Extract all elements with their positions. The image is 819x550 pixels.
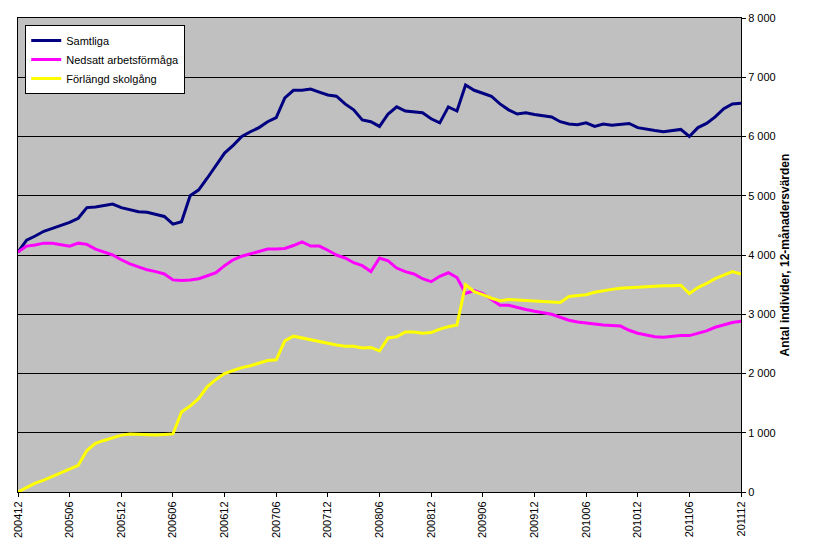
svg-text:200506: 200506 [63,501,75,538]
svg-text:2 000: 2 000 [748,367,776,379]
svg-text:200412: 200412 [12,501,24,538]
svg-text:Antal individer, 12-månadersvä: Antal individer, 12-månadersvärden [778,154,792,357]
svg-text:200912: 200912 [528,501,540,538]
svg-text:200706: 200706 [270,501,282,538]
svg-text:Förlängd skolgång: Förlängd skolgång [66,73,157,85]
svg-text:200906: 200906 [476,501,488,538]
svg-text:Samtliga: Samtliga [66,35,110,47]
svg-text:201112: 201112 [735,501,747,536]
svg-text:200612: 200612 [218,501,230,538]
svg-text:200512: 200512 [115,501,127,538]
svg-text:5 000: 5 000 [748,190,776,202]
svg-text:8 000: 8 000 [748,12,776,24]
svg-text:3 000: 3 000 [748,308,776,320]
svg-text:0: 0 [748,486,754,498]
svg-text:6 000: 6 000 [748,130,776,142]
svg-text:201106: 201106 [683,501,695,537]
svg-text:200712: 200712 [321,501,333,538]
svg-text:200606: 200606 [167,501,179,538]
svg-text:200806: 200806 [373,501,385,538]
svg-text:201012: 201012 [631,501,643,538]
svg-text:4 000: 4 000 [748,249,776,261]
svg-text:7 000: 7 000 [748,71,776,83]
svg-text:Nedsatt arbetsförmåga: Nedsatt arbetsförmåga [66,54,179,66]
svg-text:1 000: 1 000 [748,427,776,439]
svg-text:201006: 201006 [580,501,592,538]
svg-text:200812: 200812 [425,501,437,538]
